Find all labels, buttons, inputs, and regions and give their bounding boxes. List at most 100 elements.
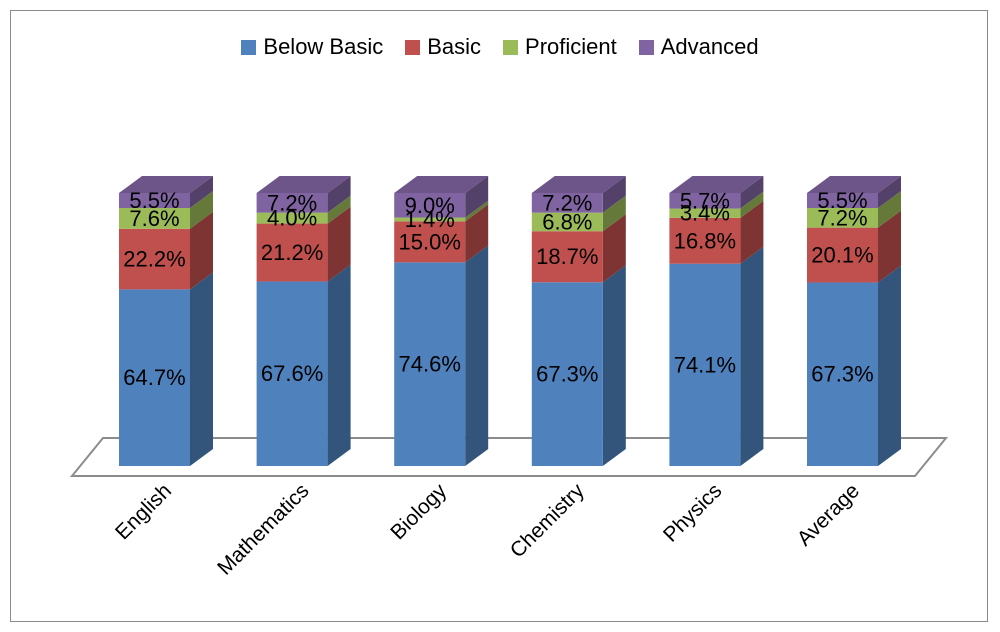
category-label-biology: Biology <box>386 479 451 544</box>
legend-swatch-proficient <box>503 39 519 55</box>
bar-stack-english: 64.7% 22.2% 7.6%5.5% <box>119 176 213 466</box>
legend-label-advanced: Advanced <box>660 34 759 59</box>
bar-mathematics-below-basic <box>256 281 328 466</box>
bar-side-average-basic <box>878 210 901 283</box>
bar-side-biology-basic <box>465 204 489 263</box>
legend-swatch-below-basic <box>241 39 257 55</box>
bar-biology-basic <box>394 221 466 263</box>
bar-side-chemistry-basic <box>602 214 626 283</box>
bar-english-basic <box>119 228 190 290</box>
bar-average-below-basic <box>807 282 878 466</box>
data-label-physics-proficient: 3.4% <box>680 201 730 226</box>
legend-item-below-basic: Below Basic <box>241 34 383 60</box>
bar-side-chemistry-advanced <box>602 176 626 213</box>
bar-side-average-below-basic <box>878 265 901 466</box>
bar-physics-below-basic <box>669 263 741 466</box>
bar-side-average-proficient <box>878 191 901 228</box>
data-label-physics-advanced: 5.7% <box>680 188 730 213</box>
bar-top-average <box>807 176 901 193</box>
bar-side-mathematics-below-basic <box>327 264 351 466</box>
bar-side-average-advanced <box>878 176 901 208</box>
data-label-average-basic: 20.1% <box>811 243 873 268</box>
bar-physics-advanced <box>669 193 741 209</box>
data-label-biology-below-basic: 74.6% <box>399 352 461 377</box>
data-label-biology-proficient: 1.4% <box>405 207 455 232</box>
bar-top-english <box>119 176 213 193</box>
category-label-average: Average <box>793 479 864 550</box>
bar-side-physics-basic <box>740 200 764 264</box>
data-label-mathematics-below-basic: 67.6% <box>261 361 323 386</box>
bar-average-advanced <box>807 193 878 208</box>
data-label-mathematics-proficient: 4.0% <box>267 206 317 231</box>
bar-top-mathematics <box>256 176 351 193</box>
bar-side-english-proficient <box>190 191 213 229</box>
data-label-average-below-basic: 67.3% <box>811 362 873 387</box>
category-label-mathematics: Mathematics <box>213 479 313 579</box>
data-label-average-proficient: 7.2% <box>817 205 867 230</box>
bar-physics-proficient <box>669 208 741 218</box>
data-label-chemistry-proficient: 6.8% <box>542 209 592 234</box>
data-label-physics-basic: 16.8% <box>674 228 736 253</box>
legend-swatch-basic <box>405 39 421 55</box>
data-label-chemistry-advanced: 7.2% <box>542 190 592 215</box>
data-label-chemistry-basic: 18.7% <box>536 244 598 269</box>
bar-stack-biology: 74.6% 15.0%1.4%9.0% <box>394 176 489 466</box>
bar-english-below-basic <box>119 289 190 466</box>
legend-swatch-advanced <box>638 39 654 55</box>
bar-side-biology-proficient <box>465 200 489 222</box>
data-label-biology-advanced: 9.0% <box>405 193 455 218</box>
data-label-chemistry-below-basic: 67.3% <box>536 362 598 387</box>
bar-side-english-basic <box>190 211 213 290</box>
data-label-english-advanced: 5.5% <box>129 188 179 213</box>
bar-biology-below-basic <box>394 262 466 466</box>
bar-side-chemistry-below-basic <box>602 265 626 466</box>
legend-item-proficient: Proficient <box>503 34 617 60</box>
legend-label-proficient: Proficient <box>525 34 617 59</box>
bar-biology-advanced <box>394 193 466 218</box>
data-label-english-basic: 22.2% <box>123 247 185 272</box>
bar-mathematics-proficient <box>256 212 328 224</box>
data-label-english-below-basic: 64.7% <box>123 365 185 390</box>
category-label-chemistry: Chemistry <box>506 479 589 562</box>
bar-english-advanced <box>119 193 190 209</box>
data-label-biology-basic: 15.0% <box>399 229 461 254</box>
bar-mathematics-basic <box>256 223 328 282</box>
bar-chemistry-basic <box>531 231 603 283</box>
bar-stack-chemistry: 67.3% 18.7% 6.8%7.2% <box>531 176 626 466</box>
legend: Below Basic Basic Proficient Advanced <box>0 34 1000 60</box>
bar-side-biology-advanced <box>465 176 489 218</box>
bar-side-physics-proficient <box>740 191 764 218</box>
bar-stack-average: 67.3% 20.1% 7.2%5.5% <box>807 176 901 466</box>
bar-side-biology-below-basic <box>465 245 489 466</box>
bar-side-physics-below-basic <box>740 246 764 466</box>
data-label-mathematics-basic: 21.2% <box>261 240 323 265</box>
data-label-mathematics-advanced: 7.2% <box>267 190 317 215</box>
bar-top-physics <box>669 176 764 193</box>
bar-average-proficient <box>807 208 878 228</box>
category-label-physics: Physics <box>659 479 726 546</box>
data-label-english-proficient: 7.6% <box>129 206 179 231</box>
legend-item-basic: Basic <box>405 34 481 60</box>
bar-physics-basic <box>669 217 741 264</box>
bar-mathematics-advanced <box>256 193 328 213</box>
bar-side-english-advanced <box>190 176 213 209</box>
legend-label-basic: Basic <box>427 34 482 59</box>
legend-item-advanced: Advanced <box>638 34 759 60</box>
bar-side-physics-advanced <box>740 176 764 209</box>
legend-label-below-basic: Below Basic <box>263 34 384 59</box>
bar-average-basic <box>807 227 878 283</box>
bar-chemistry-proficient <box>531 212 603 232</box>
bar-top-biology <box>394 176 489 193</box>
bar-top-chemistry <box>531 176 626 193</box>
bar-side-mathematics-advanced <box>327 176 351 213</box>
bar-english-proficient <box>119 208 190 229</box>
data-label-average-advanced: 5.5% <box>817 188 867 213</box>
bar-side-mathematics-proficient <box>327 195 351 224</box>
bar-stack-mathematics: 67.6% 21.2% 4.0%7.2% <box>256 176 351 466</box>
bar-stack-physics: 74.1% 16.8%3.4%5.7% <box>669 176 764 466</box>
bar-side-mathematics-basic <box>327 206 351 282</box>
data-label-physics-below-basic: 74.1% <box>674 352 736 377</box>
bar-chemistry-advanced <box>531 193 603 213</box>
bar-biology-proficient <box>394 217 466 222</box>
